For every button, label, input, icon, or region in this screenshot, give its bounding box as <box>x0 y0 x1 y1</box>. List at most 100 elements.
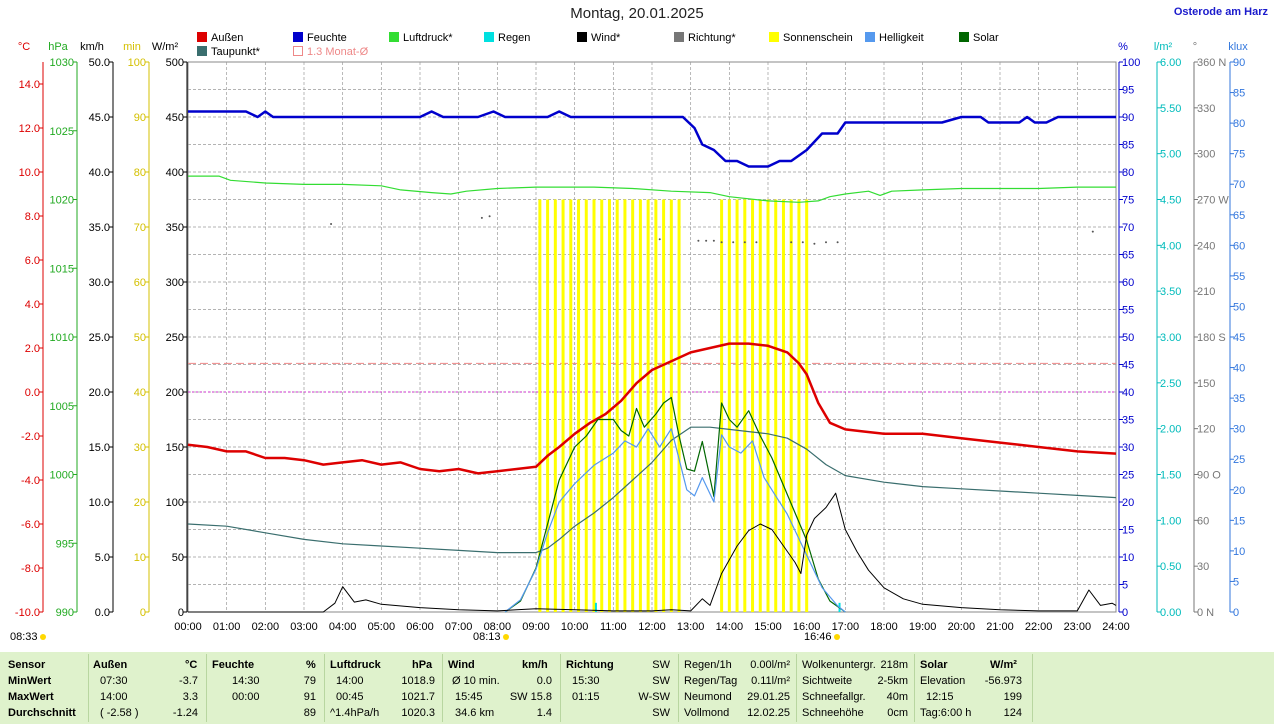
direction-dot <box>743 241 746 244</box>
y-tick-label: 25 <box>1122 470 1134 482</box>
direction-dot <box>720 241 723 244</box>
stats-divider <box>442 654 443 722</box>
sunshine-bar <box>546 199 550 612</box>
y-tick-label: 40 <box>1122 387 1134 399</box>
stats-divider <box>560 654 561 722</box>
stats-cell: 0cm <box>887 707 908 719</box>
stats-cell: SW <box>652 707 670 719</box>
y-tick-label: 85 <box>1233 88 1245 100</box>
legend-label: Feuchte <box>307 32 347 44</box>
y-tick-label: 5.0 <box>95 552 110 564</box>
location-link[interactable]: Osterode am Harz <box>1173 6 1268 18</box>
y-tick-label: 0.50 <box>1160 561 1181 573</box>
y-tick-label: 3.00 <box>1160 332 1181 344</box>
y-tick-label: 0 <box>1122 607 1128 619</box>
y-tick-label: 20 <box>1233 485 1245 497</box>
direction-dot <box>1091 230 1094 233</box>
y-tick-label: 150 <box>1197 378 1215 390</box>
stats-cell: 218m <box>880 659 908 671</box>
y-tick-label: 1.50 <box>1160 470 1181 482</box>
stats-cell: 34.6 km <box>455 707 495 719</box>
sunshine-bar <box>805 199 809 612</box>
axis-unit-label: min <box>123 41 141 53</box>
stats-sensor-header: Sensor <box>8 659 46 671</box>
direction-dot <box>330 222 333 225</box>
stats-cell: 15:30 <box>572 675 600 687</box>
stats-cell: 89 <box>303 707 316 719</box>
dawn-time: 08:33 <box>10 631 46 643</box>
x-tick-label: 00:00 <box>174 621 202 633</box>
y-tick-label: 4.50 <box>1160 195 1181 207</box>
x-tick-label: 08:00 <box>484 621 512 633</box>
y-tick-label: 240 <box>1197 240 1215 252</box>
y-tick-label: 120 <box>1197 424 1215 436</box>
y-tick-label: 100 <box>128 57 146 69</box>
y-tick-label: 35.0 <box>89 222 110 234</box>
y-tick-label: 200 <box>166 387 184 399</box>
y-tick-label: 5.00 <box>1160 149 1181 161</box>
direction-dot <box>801 241 804 244</box>
y-tick-label: 10 <box>1122 552 1134 564</box>
stats-cell: 124 <box>1003 707 1022 719</box>
direction-dot <box>790 241 793 244</box>
axis-unit-label: km/h <box>80 41 104 53</box>
y-tick-label: 90 O <box>1197 470 1221 482</box>
direction-dot <box>697 239 700 242</box>
sunshine-bar <box>727 199 731 612</box>
stats-richtung-header: Richtung <box>566 659 614 671</box>
sun-icon <box>39 634 46 641</box>
y-tick-label: 100 <box>166 497 184 509</box>
y-tick-label: 0 N <box>1197 607 1214 619</box>
x-tick-label: 09:00 <box>522 621 550 633</box>
y-tick-label: 1005 <box>50 401 74 413</box>
sunshine-bar <box>774 199 778 612</box>
direction-dot <box>658 238 661 241</box>
y-tick-label: 65 <box>1122 250 1134 262</box>
y-tick-label: 1010 <box>50 332 74 344</box>
sunshine-bar <box>766 199 770 612</box>
x-tick-label: 07:00 <box>445 621 473 633</box>
series-line-wind <box>188 492 1117 613</box>
x-tick-label: 21:00 <box>986 621 1014 633</box>
y-tick-label: 40.0 <box>89 167 110 179</box>
x-tick-label: 06:00 <box>406 621 434 633</box>
sunshine-bar <box>797 199 801 612</box>
stats-cell: Neumond <box>684 691 732 703</box>
stats-cell: 0.0 <box>536 675 552 687</box>
stats-cell: 14:00 <box>336 675 364 687</box>
stats-cell: 00:45 <box>336 691 364 703</box>
y-tick-label: 990 <box>56 607 74 619</box>
direction-dot <box>836 241 839 244</box>
stats-cell: 12:15 <box>926 691 954 703</box>
legend-label: Taupunkt* <box>211 46 261 58</box>
y-tick-label: 40 <box>1233 363 1245 375</box>
y-tick-label: 1.00 <box>1160 515 1181 527</box>
x-tick-label: 18:00 <box>870 621 898 633</box>
stats-divider <box>1032 654 1033 722</box>
y-tick-label: 50 <box>1122 332 1134 344</box>
stats-wind-unit: km/h <box>522 659 548 671</box>
sunshine-bar <box>758 199 762 612</box>
stats-cell: 199 <box>1003 691 1022 703</box>
y-tick-label: 270 W <box>1197 195 1229 207</box>
y-tick-label: 45 <box>1233 332 1245 344</box>
x-tick-label: 01:00 <box>213 621 241 633</box>
x-tick-label: 20:00 <box>948 621 976 633</box>
stats-cell: 91 <box>303 691 316 703</box>
y-tick-label: 100 <box>1122 57 1140 69</box>
y-tick-label: 90 <box>1233 57 1245 69</box>
stats-divider <box>324 654 325 722</box>
sun-icon <box>502 634 509 641</box>
sunshine-bar <box>538 199 542 612</box>
y-tick-label: 1015 <box>50 263 74 275</box>
axis-unit-label: ° <box>1193 41 1197 53</box>
y-tick-label: 90 <box>1122 112 1134 124</box>
y-tick-label: 75 <box>1122 195 1134 207</box>
sunshine-bar <box>677 199 681 612</box>
y-tick-label: 150 <box>166 442 184 454</box>
stats-cell: 14:30 <box>232 675 260 687</box>
sunshine-bar <box>638 199 642 612</box>
stats-cell: 1.4 <box>536 707 552 719</box>
y-tick-label: 0 <box>1233 607 1239 619</box>
stats-cell: 07:30 <box>100 675 128 687</box>
